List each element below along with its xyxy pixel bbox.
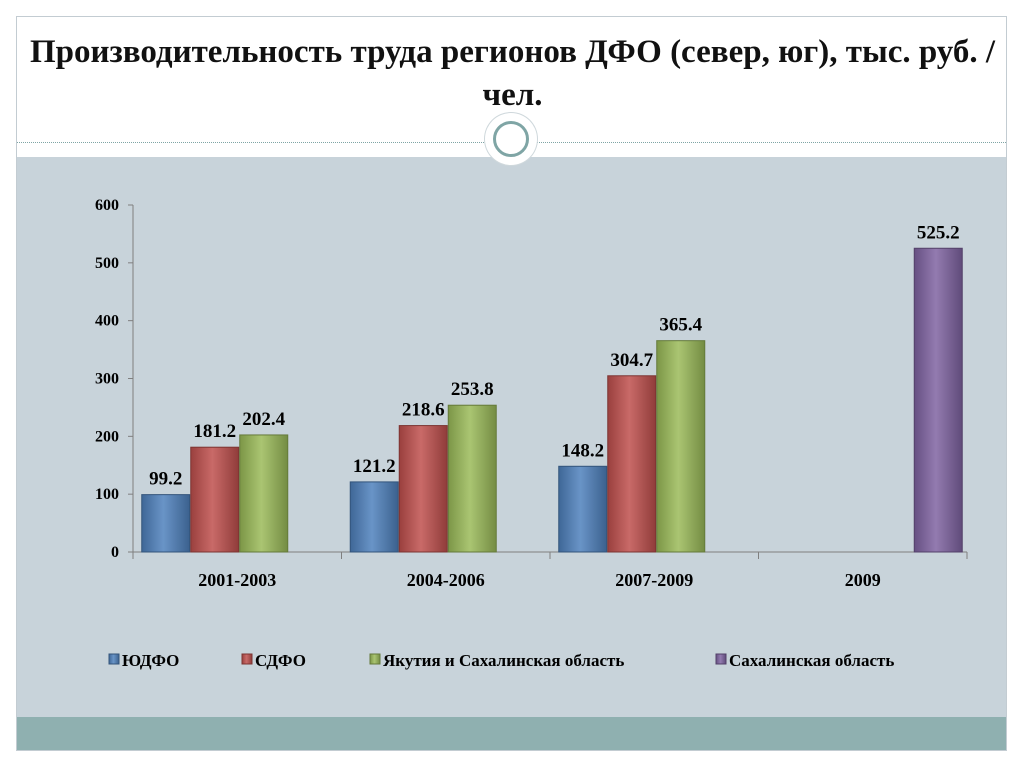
chart-legend: ЮДФО СДФО Якутия и Сахалинская область Саха… [108, 651, 894, 670]
legend-label: Сахалинская область [729, 651, 894, 670]
bar [913, 247, 963, 553]
content-area [17, 157, 1006, 717]
data-label: 253.8 [451, 379, 494, 400]
data-label: 121.2 [353, 456, 396, 477]
bar [398, 425, 448, 553]
y-tick-label: 600 [95, 197, 119, 214]
data-label: 218.6 [402, 400, 445, 421]
legend-label: СДФО [255, 651, 306, 670]
bar [349, 481, 399, 553]
y-tick-label: 200 [95, 428, 119, 445]
legend-swatch [241, 653, 253, 665]
x-tick-label: 2009 [845, 570, 881, 590]
bar [656, 340, 706, 553]
footer-bar [17, 717, 1006, 750]
slide-frame: Производительность труда регионов ДФО (с… [16, 16, 1007, 751]
y-tick-label: 100 [95, 486, 119, 503]
data-label: 525.2 [917, 222, 960, 243]
data-label: 304.7 [610, 350, 653, 371]
data-label: 148.2 [561, 440, 604, 461]
slide-title: Производительность труда регионов ДФО (с… [29, 34, 996, 113]
y-tick-label: 400 [95, 313, 119, 330]
legend-swatch [715, 653, 727, 665]
x-tick-label: 2004-2006 [407, 570, 485, 590]
y-tick-label: 500 [95, 255, 119, 272]
y-tick-label: 300 [95, 371, 119, 388]
legend-label: ЮДФО [122, 651, 179, 670]
bar [558, 465, 608, 553]
legend-label: Якутия и Сахалинская область [383, 651, 624, 670]
chart-bars [141, 247, 963, 553]
bar [239, 434, 289, 553]
bar [447, 404, 497, 553]
bar [190, 446, 240, 553]
circle-ornament-inner [493, 121, 529, 157]
x-tick-label: 2007-2009 [615, 570, 693, 590]
x-tick-label: 2001-2003 [198, 570, 276, 590]
y-tick-label: 0 [111, 544, 119, 561]
data-label: 365.4 [659, 315, 702, 336]
bar [607, 375, 657, 553]
legend-swatch [369, 653, 381, 665]
bar [141, 494, 191, 553]
chart-data-labels: 99.2 181.2 202.4 121.2 218.6 253.8 148.2 304.7 3… [149, 222, 960, 489]
legend-swatch [108, 653, 120, 665]
data-label: 99.2 [149, 469, 182, 490]
data-label: 181.2 [193, 421, 236, 442]
circle-ornament-icon [485, 113, 537, 165]
data-label: 202.4 [242, 409, 285, 430]
